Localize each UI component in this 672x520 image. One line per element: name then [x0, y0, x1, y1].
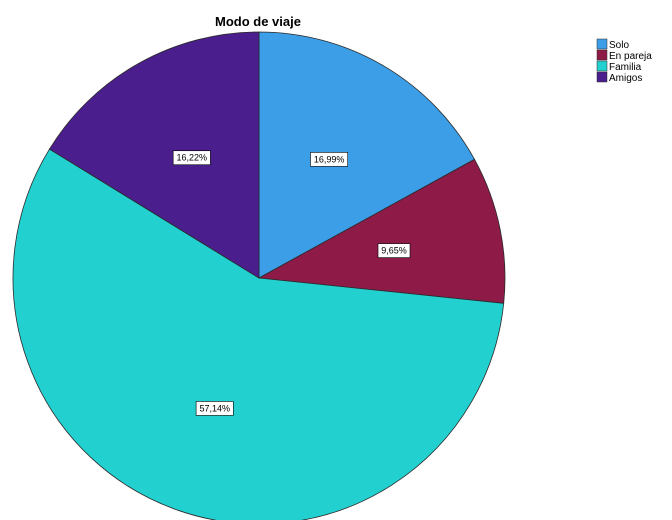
slice-label-en-pareja: 9,65% [377, 243, 411, 258]
pie-labels: 16,99% 9,65% 57,14% 16,22% [172, 150, 411, 416]
svg-text:57,14%: 57,14% [199, 403, 230, 413]
pie-slice-familia [12, 148, 505, 520]
legend-label: Amigos [609, 73, 642, 84]
legend-swatch [596, 60, 608, 72]
slice-label-familia: 57,14% [195, 401, 234, 416]
pie-slices [12, 31, 506, 520]
chart-title: Modo de viaje [215, 14, 301, 29]
slice-label-solo: 16,99% [310, 152, 348, 167]
legend-swatch [596, 71, 608, 83]
pie-slice-en-pareja [257, 158, 506, 304]
legend-label: En pareja [609, 51, 652, 62]
pie-slice-amigos [48, 31, 260, 279]
svg-text:9,65%: 9,65% [381, 246, 407, 256]
legend-swatch [596, 38, 608, 50]
pie-slice-solo [258, 31, 476, 279]
slice-label-amigos: 16,22% [172, 150, 211, 166]
svg-text:16,22%: 16,22% [177, 153, 208, 163]
svg-text:16,99%: 16,99% [314, 154, 345, 164]
legend-label: Solo [609, 40, 629, 51]
legend-swatch [596, 49, 608, 61]
legend-label: Familia [609, 62, 642, 73]
